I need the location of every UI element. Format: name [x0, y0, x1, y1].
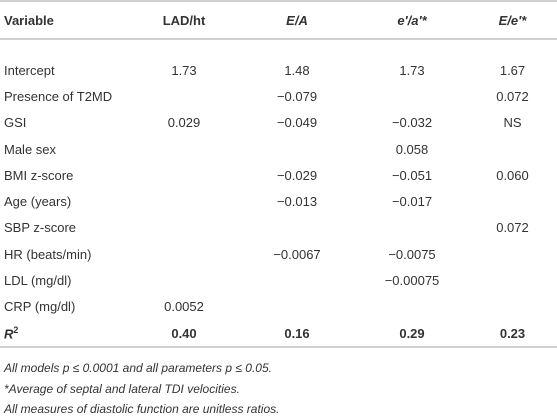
- table-row: Presence of T2MD −0.079 0.072: [0, 83, 557, 109]
- value-cell: [468, 267, 557, 293]
- row-label: HR (beats/min): [4, 246, 92, 262]
- row-label: Male sex: [4, 141, 57, 157]
- table-row: Intercept 1.73 1.48 1.73 1.67: [0, 39, 557, 83]
- value-cell: [356, 294, 468, 320]
- row-label: R2: [0, 319, 130, 349]
- value-cell: 1.48: [284, 62, 310, 78]
- value-cell: 0.072: [496, 220, 529, 236]
- value-cell: [356, 83, 468, 109]
- value-cell: 0.40: [130, 319, 238, 349]
- value-cell: [356, 215, 468, 241]
- header-cell: Variable: [0, 0, 130, 40]
- value-cell: [130, 136, 238, 162]
- value-cell: −0.049: [276, 115, 318, 131]
- value-cell: −0.013: [276, 194, 318, 210]
- value-cell: [238, 267, 356, 293]
- row-label: GSI: [4, 115, 27, 131]
- value-cell: −0.079: [276, 88, 318, 104]
- row-label: CRP (mg/dl): [4, 299, 76, 315]
- value-cell: [130, 241, 238, 267]
- value-cell: [130, 267, 238, 293]
- footnote: All models p ≤ 0.0001 and all parameters…: [4, 361, 272, 375]
- footnote: All measures of diastolic function are u…: [4, 402, 280, 416]
- value-cell: [130, 162, 238, 188]
- header-cell: E/A: [238, 0, 356, 40]
- value-cell: 1.73: [399, 62, 425, 78]
- value-cell: 0.16: [238, 319, 356, 349]
- footnote: *Average of septal and lateral TDI veloc…: [4, 382, 240, 396]
- value-cell: [130, 83, 238, 109]
- value-cell: −0.017: [391, 194, 433, 210]
- value-cell: 1.67: [499, 62, 526, 78]
- value-cell: NS: [503, 115, 522, 131]
- value-cell: [468, 188, 557, 214]
- header-cell: e′/a′*: [356, 0, 468, 40]
- r2-row: R2 0.40 0.16 0.29 0.23: [0, 319, 557, 349]
- header-cell: LAD/ht: [130, 0, 238, 40]
- value-cell: [468, 241, 557, 267]
- value-cell: 1.73: [171, 62, 197, 78]
- value-cell: −0.00075: [384, 273, 440, 289]
- table-row: SBP z-score 0.072: [0, 215, 557, 241]
- row-label: Presence of T2MD: [4, 88, 113, 104]
- row-label: SBP z-score: [4, 220, 77, 236]
- value-cell: 0.072: [496, 88, 529, 104]
- value-cell: 0.029: [167, 115, 201, 131]
- value-cell: −0.032: [391, 115, 433, 131]
- value-cell: −0.051: [391, 167, 433, 183]
- value-cell: [238, 215, 356, 241]
- value-cell: 0.29: [356, 319, 468, 349]
- header-cell: E/e′*: [468, 0, 557, 40]
- value-cell: −0.0075: [388, 246, 436, 262]
- r2-label: R: [4, 326, 14, 342]
- value-cell: [238, 294, 356, 320]
- value-cell: 0.0052: [164, 299, 204, 315]
- table-row: LDL (mg/dl) −0.00075: [0, 267, 557, 293]
- row-label: LDL (mg/dl): [4, 273, 72, 289]
- table-row: Age (years) −0.013 −0.017: [0, 188, 557, 214]
- table-row: Male sex 0.058: [0, 136, 557, 162]
- value-cell: [468, 294, 557, 320]
- value-cell: −0.029: [276, 167, 318, 183]
- value-cell: [238, 136, 356, 162]
- table-row: BMI z-score −0.029 −0.051 0.060: [0, 162, 557, 188]
- value-cell: [130, 188, 238, 214]
- table-row: GSI 0.029 −0.049 −0.032 NS: [0, 110, 557, 136]
- value-cell: [130, 215, 238, 241]
- table-row: HR (beats/min) −0.0067 −0.0075: [0, 241, 557, 267]
- value-cell: −0.0067: [273, 246, 321, 262]
- row-label: Age (years): [4, 194, 72, 210]
- row-label: BMI z-score: [4, 167, 74, 183]
- value-cell: 0.060: [496, 167, 529, 183]
- value-cell: 0.23: [468, 319, 557, 349]
- value-cell: 0.058: [395, 141, 429, 157]
- table-row: CRP (mg/dl) 0.0052: [0, 294, 557, 320]
- row-label: Intercept: [4, 62, 55, 78]
- r2-superscript: 2: [13, 324, 19, 335]
- header-row: Variable LAD/ht E/A e′/a′* E/e′*: [0, 0, 557, 40]
- value-cell: [468, 136, 557, 162]
- data-table: Variable LAD/ht E/A e′/a′* E/e′* Intercept 1.…: [0, 0, 557, 349]
